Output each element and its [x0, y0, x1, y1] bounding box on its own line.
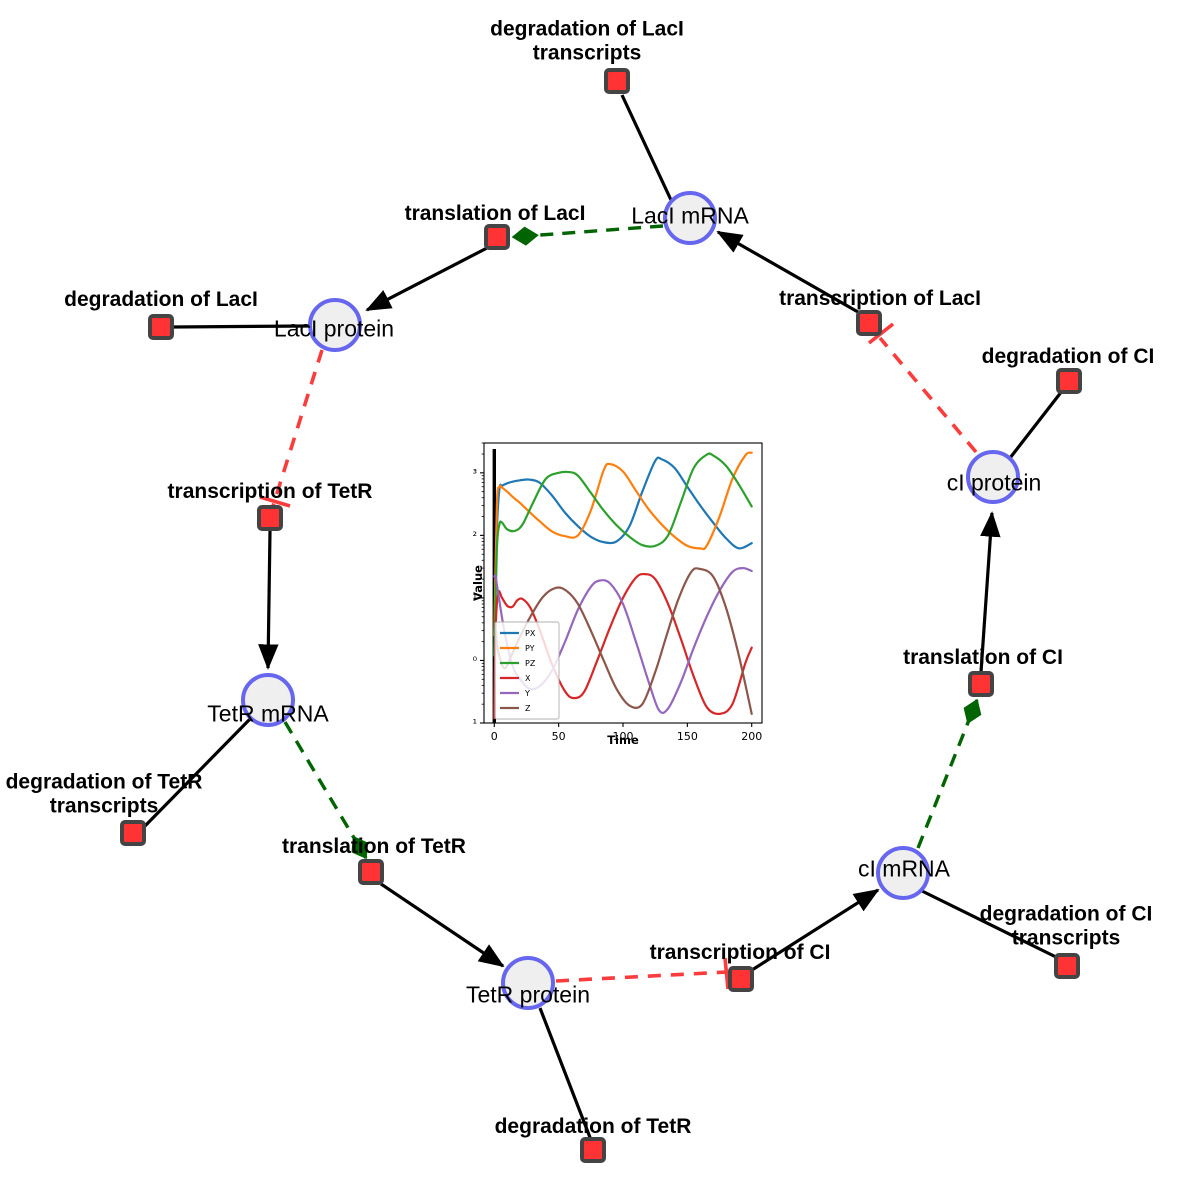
series-line-pz: [493, 452, 753, 657]
reaction-node-deg-ci[interactable]: [1056, 368, 1082, 394]
species-node-ci-mrna[interactable]: [876, 846, 930, 900]
edge-tetr-mrna-degradation: [142, 717, 252, 829]
svg-text:10²: 10²: [473, 529, 477, 542]
svg-text:10⁻¹: 10⁻¹: [473, 717, 477, 730]
legend-label-pz: PZ: [525, 659, 536, 668]
inhibition-tee-tetr-transcription: [259, 495, 291, 508]
edge-tetr-mrna-translation: [283, 721, 368, 860]
svg-text:150: 150: [677, 730, 698, 743]
svg-text:50: 50: [552, 730, 566, 743]
edge-laci-protein-degradation: [172, 324, 309, 329]
edge-translation-tetr-protein: [380, 882, 505, 968]
reaction-nodes-layer: [120, 68, 1082, 1163]
species-nodes-layer: [241, 191, 1020, 1010]
edge-laci-mrna-translation: [511, 224, 664, 246]
svg-text:100: 100: [613, 730, 634, 743]
reaction-node-tx-laci[interactable]: [856, 310, 882, 336]
legend-label-py: PY: [525, 644, 535, 653]
series-line-x: [493, 572, 753, 720]
edge-translation-laci-protein: [365, 246, 488, 312]
svg-text:10³: 10³: [473, 467, 477, 480]
reaction-node-tx-ci[interactable]: [728, 966, 754, 992]
legend-label-y: Y: [524, 689, 530, 698]
edge-ci-protein-degradation: [1008, 390, 1064, 459]
reaction-node-transl-laci[interactable]: [484, 224, 510, 250]
edge-ci-mrna-degradation: [921, 889, 1059, 960]
edge-ci-transcription-mrna: [751, 888, 880, 972]
species-node-tetr-protein[interactable]: [501, 956, 555, 1010]
series-line-py: [493, 451, 753, 637]
svg-text:10⁰: 10⁰: [473, 654, 478, 667]
edge-tetr-protein-inhibits-ci-transcription: [555, 970, 728, 983]
reaction-node-transl-tetr[interactable]: [358, 859, 384, 885]
species-node-laci-protein[interactable]: [308, 298, 362, 352]
inset-legend: PX PY PZ XYZ: [494, 621, 560, 720]
reaction-node-deg-ci-tx[interactable]: [1054, 953, 1080, 979]
reaction-node-deg-laci[interactable]: [148, 314, 174, 340]
inset-xaxis-label: Time: [607, 733, 639, 747]
edges-layer: [142, 94, 1064, 1141]
edge-laci-mrna-degradation: [620, 94, 673, 201]
edge-ci-protein-inhibits-laci-transcription: [878, 336, 978, 454]
reaction-node-deg-tetr-tx[interactable]: [120, 820, 146, 846]
edge-laci-protein-inhibits-tetr-transcription: [271, 349, 324, 507]
species-node-laci-mrna[interactable]: [663, 191, 717, 245]
edge-laci-transcription-mrna: [716, 230, 859, 314]
series-line-px: [493, 456, 753, 637]
reaction-node-tx-tetr[interactable]: [257, 505, 283, 531]
edge-translation-ci-protein: [979, 511, 1001, 673]
svg-text:200: 200: [741, 730, 762, 743]
reaction-node-deg-tetr[interactable]: [580, 1137, 606, 1163]
reaction-node-deg-laci-tx[interactable]: [604, 68, 630, 94]
legend-label-z: Z: [525, 704, 531, 713]
svg-text:0: 0: [491, 730, 498, 743]
legend-label-x: X: [525, 674, 531, 683]
inhibition-tee-ci-transcription: [723, 957, 730, 990]
inset-ticks-layer: 0 50 100 150 200 10⁻¹ 10⁰ 10¹ 10² 10³: [473, 442, 762, 743]
edge-tetr-protein-degradation: [538, 1007, 593, 1141]
species-node-ci-protein[interactable]: [966, 450, 1020, 504]
edge-tetr-transcription-mrna: [258, 530, 279, 670]
species-node-tetr-mrna[interactable]: [241, 673, 295, 727]
reaction-node-transl-ci[interactable]: [968, 671, 994, 697]
inset-yaxis-label: Value: [473, 565, 485, 601]
legend-label-px: PX: [525, 629, 536, 638]
edge-ci-mrna-translation: [916, 698, 982, 849]
svg-text:10¹: 10¹: [473, 592, 477, 605]
